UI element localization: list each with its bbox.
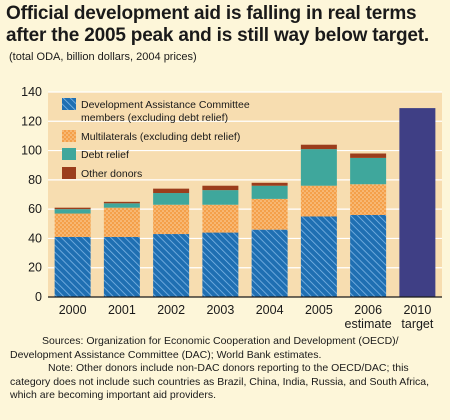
x-tick-label: 2006 — [354, 303, 382, 317]
bars — [54, 108, 436, 297]
y-tick-label: 80 — [28, 173, 42, 187]
x-tick-label: 2000 — [59, 303, 87, 317]
legend-swatch-other — [62, 167, 76, 179]
x-tick-label: 2004 — [256, 303, 284, 317]
bar-dac-2006 — [350, 215, 387, 297]
bar-debt_relief-2001 — [103, 203, 140, 208]
bar-debt_relief-2002 — [153, 193, 190, 205]
x-tick-label: 2003 — [206, 303, 234, 317]
legend-label-dac: Development Assistance Committee — [81, 99, 250, 111]
y-tick-label: 0 — [35, 290, 42, 304]
y-tick-label: 20 — [28, 261, 42, 275]
y-tick-label: 100 — [21, 144, 42, 158]
bar-target-2010 — [399, 108, 436, 297]
sources-note: Sources: Organization for Economic Coope… — [10, 335, 442, 403]
bar-dac-2005 — [300, 216, 337, 297]
bar-multilaterals-2000 — [54, 213, 91, 237]
legend: Development Assistance Committeemembers … — [62, 98, 250, 180]
bar-other-2000 — [54, 207, 91, 210]
legend-swatch-debt_relief — [62, 148, 76, 160]
bar-multilaterals-2005 — [300, 185, 337, 217]
y-tick-label: 120 — [21, 114, 42, 128]
bar-dac-2002 — [153, 234, 190, 297]
bar-debt_relief-2000 — [54, 209, 91, 214]
legend-swatch-multilaterals — [62, 130, 76, 142]
sources-line-2: Development Assistance Committee (DAC); … — [10, 348, 322, 361]
y-tick-label: 60 — [28, 202, 42, 216]
note-text: Note: Other donors include non-DAC donor… — [10, 362, 430, 401]
bar-dac-2001 — [103, 236, 140, 297]
bar-multilaterals-2002 — [153, 204, 190, 235]
bar-other-2003 — [202, 185, 239, 191]
chart-title: Official development aid is falling in r… — [6, 3, 429, 46]
bar-other-2005 — [300, 144, 337, 150]
bar-multilaterals-2001 — [103, 207, 140, 237]
x-tick-label: 2010 — [403, 303, 431, 317]
x-tick-label: 2005 — [305, 303, 333, 317]
bar-other-2001 — [103, 201, 140, 204]
y-tick-label: 40 — [28, 231, 42, 245]
bar-dac-2000 — [54, 236, 91, 297]
legend-label-debt_relief: Debt relief — [81, 149, 129, 161]
x-tick-sublabel: estimate — [345, 317, 392, 331]
bar-dac-2003 — [202, 232, 239, 297]
y-axis: 0 20 40 60 80 100 120 140 — [21, 85, 442, 304]
bar-dac-2004 — [251, 229, 288, 297]
x-tick-sublabel: target — [401, 317, 433, 331]
chart-subtitle: (total ODA, billion dollars, 2004 prices… — [9, 51, 197, 63]
bar-other-2002 — [153, 188, 190, 194]
bar-multilaterals-2003 — [202, 204, 239, 233]
legend-label-multilaterals: Multilaterals (excluding debt relief) — [81, 131, 240, 143]
x-tick-label: 2002 — [157, 303, 185, 317]
bar-other-2004 — [251, 182, 288, 186]
x-tick-label: 2001 — [108, 303, 136, 317]
bar-debt_relief-2003 — [202, 190, 239, 205]
sources-line-1: Sources: Organization for Economic Coope… — [42, 335, 399, 347]
bar-debt_relief-2004 — [251, 185, 288, 199]
bar-other-2006 — [350, 153, 387, 158]
y-tick-label: 140 — [21, 85, 42, 99]
legend-label-dac: members (excluding debt relief) — [81, 112, 228, 124]
bar-debt_relief-2005 — [300, 149, 337, 186]
bar-multilaterals-2004 — [251, 198, 288, 230]
bar-debt_relief-2006 — [350, 157, 387, 185]
bar-multilaterals-2006 — [350, 184, 387, 215]
legend-swatch-dac — [62, 98, 76, 110]
legend-label-other: Other donors — [81, 168, 142, 180]
